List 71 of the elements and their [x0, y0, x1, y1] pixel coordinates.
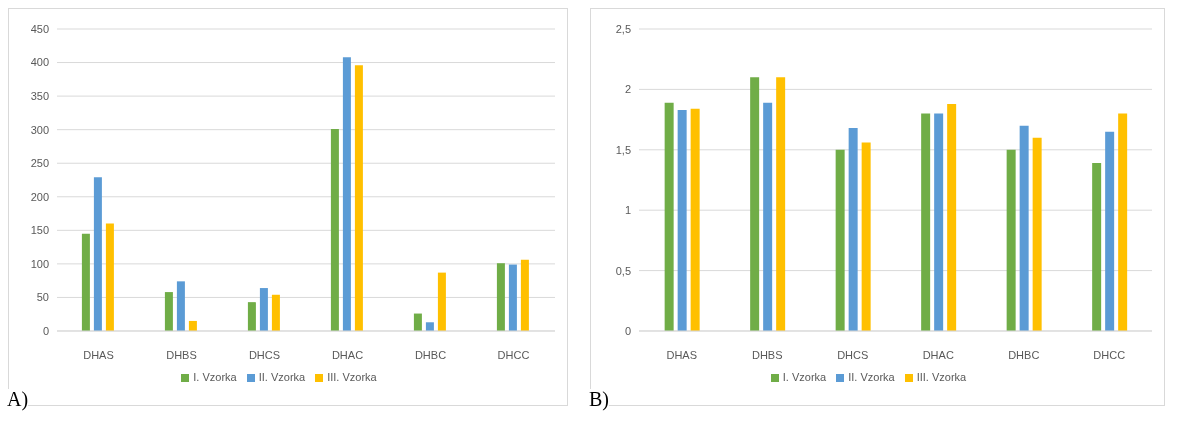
bar: [1092, 163, 1102, 331]
x-tick-label: DHBS: [166, 348, 197, 361]
bar: [1118, 113, 1128, 331]
legend-label: II. Vzorka: [848, 371, 895, 383]
bar: [520, 259, 529, 331]
bar: [425, 322, 434, 331]
legend-label: I. Vzorka: [782, 371, 827, 383]
bar: [93, 177, 102, 331]
y-tick-label: 400: [30, 56, 49, 69]
bar: [413, 313, 422, 331]
bar: [342, 57, 351, 331]
bar: [1006, 149, 1016, 331]
bar: [437, 272, 446, 331]
bar: [105, 223, 114, 331]
x-tick-label: DHBC: [1008, 348, 1040, 361]
y-tick-label: 200: [30, 190, 49, 203]
bar: [176, 281, 185, 331]
bar: [848, 128, 858, 331]
bar: [776, 77, 786, 331]
text: B): [589, 388, 609, 410]
bar: [921, 113, 931, 331]
bar: [508, 264, 517, 331]
y-tick-label: 300: [30, 123, 49, 136]
y-tick-label: 350: [30, 90, 49, 103]
x-tick-label: DHCS: [837, 348, 869, 361]
y-tick-label: 0,5: [615, 264, 631, 277]
bar: [934, 113, 944, 331]
bar: [664, 102, 674, 331]
y-tick-label: 150: [30, 224, 49, 237]
bar: [677, 109, 687, 331]
bar: [1019, 125, 1029, 331]
text: A): [7, 388, 29, 410]
y-tick-label: 2: [624, 83, 631, 96]
bar: [259, 288, 268, 331]
x-tick-label: DHBS: [751, 348, 783, 361]
y-tick-label: 50: [36, 291, 49, 304]
y-tick-label: 1,5: [615, 143, 631, 156]
x-tick-label: DHCC: [1093, 348, 1126, 361]
x-tick-label: DHBC: [414, 348, 447, 361]
x-tick-label: DHCS: [248, 348, 281, 361]
legend-label: I. Vzorka: [193, 371, 237, 383]
legend-label: II. Vzorka: [258, 371, 306, 383]
bar: [947, 103, 957, 331]
bar: [496, 263, 505, 331]
legend-label: III. Vzorka: [327, 371, 377, 383]
bar: [330, 129, 339, 331]
y-tick-label: 0: [624, 324, 631, 337]
bar: [271, 294, 280, 331]
bar: [81, 233, 90, 331]
y-tick-label: 0: [42, 324, 49, 337]
bar: [750, 77, 760, 331]
bar: [763, 102, 773, 331]
x-tick-label: DHCC: [497, 348, 530, 361]
bar: [1032, 137, 1042, 331]
bar: [835, 149, 845, 331]
bar: [861, 142, 871, 331]
y-tick-label: 250: [30, 157, 49, 170]
legend-label: III. Vzorka: [916, 371, 967, 383]
bar: [690, 108, 700, 331]
y-tick-label: 2,5: [615, 22, 631, 35]
bar: [247, 302, 256, 331]
x-tick-label: DHAS: [83, 348, 114, 361]
y-tick-label: 100: [30, 257, 49, 270]
bar: [1105, 131, 1115, 331]
bar: [354, 65, 363, 331]
y-tick-label: 450: [30, 22, 49, 35]
x-tick-label: DHAC: [331, 348, 364, 361]
bar: [164, 292, 173, 331]
x-tick-label: DHAS: [666, 348, 698, 361]
x-tick-label: DHAC: [922, 348, 954, 361]
y-tick-label: 1: [624, 204, 631, 217]
